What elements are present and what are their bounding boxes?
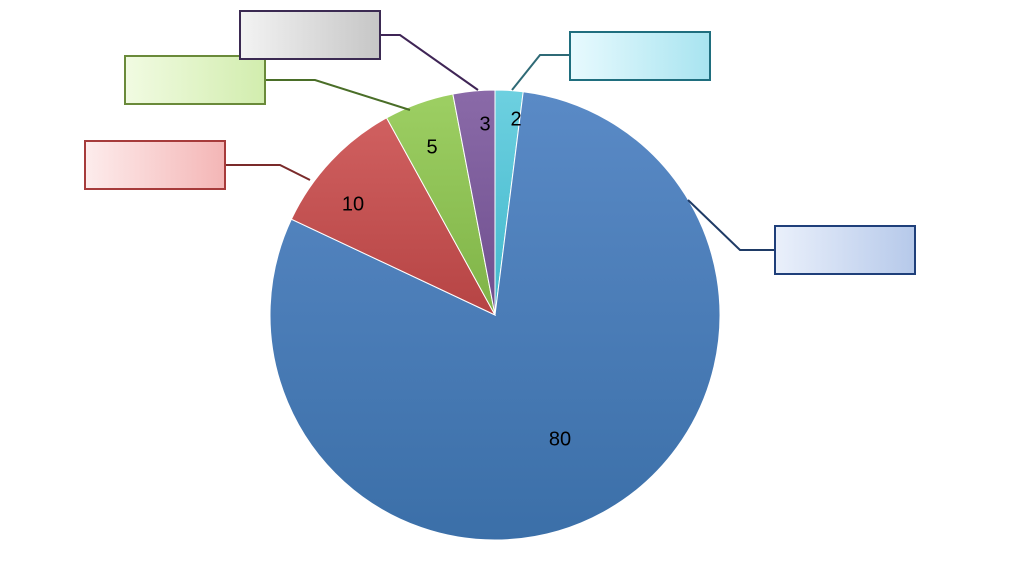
slice-label-blue: 80 <box>549 428 571 450</box>
callout-box-purple <box>240 11 380 59</box>
slice-label-purple: 3 <box>479 113 490 135</box>
slice-label-cyan: 2 <box>510 108 521 130</box>
pie-slices <box>270 90 720 540</box>
slice-label-red: 10 <box>342 193 364 215</box>
leader-line-cyan <box>512 55 570 90</box>
leader-line-green <box>265 80 410 110</box>
leader-line-purple <box>380 35 478 90</box>
pie-chart: 2 80 10 5 3 <box>0 0 1010 561</box>
callout-box-green <box>125 56 265 104</box>
callout-box-blue <box>775 226 915 274</box>
slice-label-green: 5 <box>426 136 437 158</box>
callout-box-red <box>85 141 225 189</box>
leader-line-red <box>225 165 310 180</box>
callout-box-cyan <box>570 32 710 80</box>
